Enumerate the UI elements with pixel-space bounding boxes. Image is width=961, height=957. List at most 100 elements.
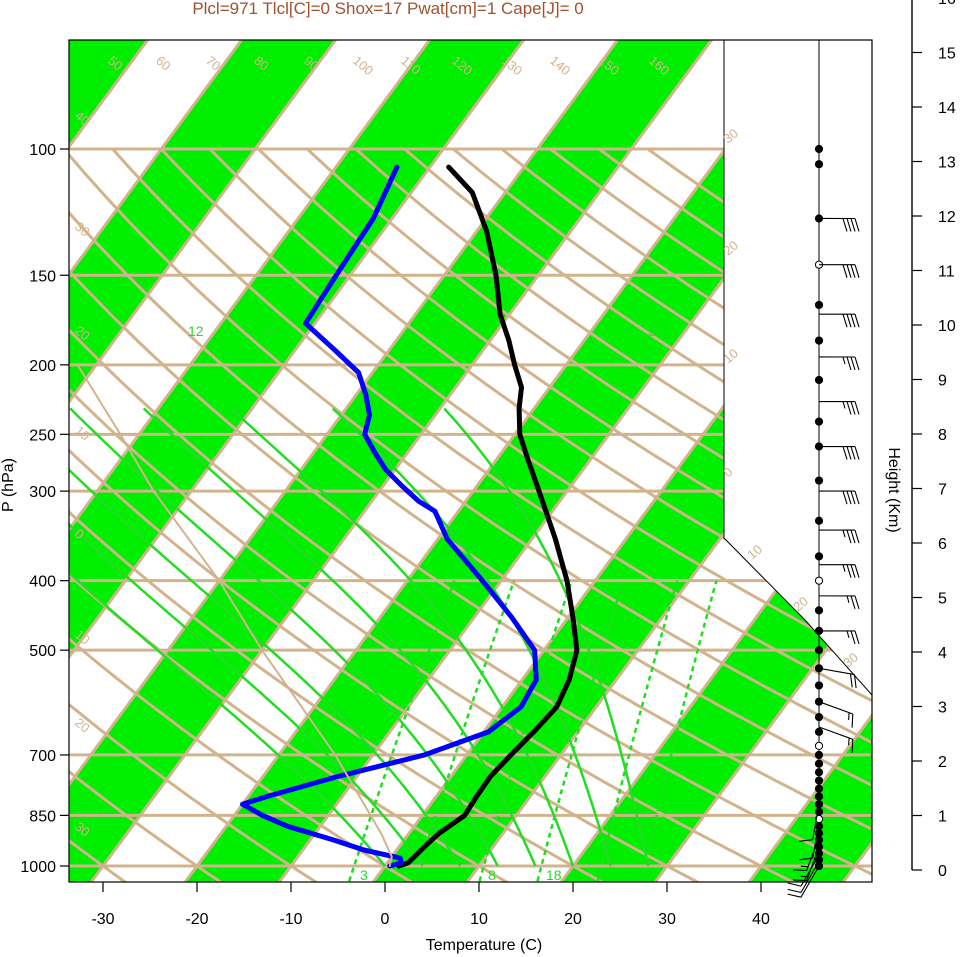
isotherm-lines [69, 40, 872, 882]
sounding-traces [76, 164, 580, 869]
wind-level-dot [814, 476, 824, 485]
dry-adiabat [69, 152, 872, 745]
moist-adiabat [69, 468, 462, 867]
isotherm [69, 40, 337, 405]
isotherm [69, 40, 243, 277]
wind-barb [818, 564, 860, 578]
wind-level-dot [814, 727, 824, 736]
mixing-ratio-line [640, 580, 718, 882]
mask-edge [723, 40, 872, 696]
mixing-ratio-line [414, 580, 516, 882]
dry-adiabat [69, 702, 319, 882]
wind-barb [818, 667, 857, 689]
dry-adiabat [208, 147, 872, 622]
dry-adiabat [69, 268, 872, 831]
wind-level-dot [814, 375, 824, 385]
y-tick-label: 500 [29, 643, 56, 660]
mixing-ratio-label: 3 [360, 867, 368, 883]
y-tick-label: 700 [29, 748, 56, 765]
wind-level-dot [814, 160, 824, 169]
dry-adiabat [69, 510, 606, 882]
y-axis-title: P (hPa) [0, 458, 17, 512]
temperature-band [69, 40, 712, 882]
x-tick-label: -30 [91, 911, 114, 928]
wind-barb [818, 356, 860, 371]
dry-adiabat [69, 572, 510, 882]
isotherm [184, 40, 807, 882]
wind-level-dot [814, 552, 824, 561]
isotherm [90, 40, 713, 882]
upper-right-mask [723, 40, 872, 696]
wind-barb [818, 529, 860, 544]
height-tick-label: 5 [938, 591, 947, 608]
x-tick-label: 20 [564, 911, 582, 928]
wind-barb [799, 804, 820, 842]
dry-adiabat [69, 448, 701, 882]
x-tick-label: -10 [279, 911, 302, 928]
dry-adiabat [306, 147, 872, 545]
moist-adiabat-label: 16 [260, 323, 276, 339]
height-tick-label: 11 [938, 264, 955, 281]
moist-adiabat [69, 407, 499, 867]
wind-barb [818, 400, 860, 415]
wind-barb [818, 217, 860, 232]
x-tick-label: 30 [658, 911, 676, 928]
dewpoint-line [240, 164, 539, 869]
plot-area: 50 60 70 80 90 100 110 120 130 140 150 160403020100… [69, 40, 872, 883]
wind-level-dot [814, 713, 824, 722]
height-tick-label: 10 [938, 318, 956, 335]
y-tick-label: 200 [29, 358, 56, 375]
wind-barb [818, 726, 854, 753]
y-tick-label: 300 [29, 484, 56, 501]
moist-adiabat-lines [69, 407, 650, 867]
wind-level-dot [814, 417, 824, 426]
dry-adiabat [111, 147, 872, 703]
wind-barb [787, 861, 820, 894]
moist-adiabat [331, 407, 612, 867]
height-tick-label: 2 [938, 754, 947, 771]
temperature-line [396, 164, 580, 869]
height-tick-label: 13 [938, 155, 956, 172]
wind-barb [799, 822, 820, 861]
mixing-ratio-line [536, 580, 625, 882]
height-tick-label: 3 [938, 700, 947, 717]
moist-adiabat [69, 571, 386, 867]
height-tick-label: 12 [938, 209, 956, 226]
wind-level-dot [814, 768, 824, 777]
wind-level-dot [814, 784, 824, 793]
wind-level-dot [814, 516, 824, 525]
wind-level-dot [814, 300, 824, 310]
dry-adiabat [69, 327, 872, 876]
wind-level-dot [814, 750, 824, 760]
plot-frame [68, 39, 873, 883]
x-tick-label: -20 [185, 911, 208, 928]
wind-level-dot [814, 759, 824, 768]
parcel-line [76, 363, 393, 867]
wind-level-dot [814, 646, 824, 655]
wind-level-dot [814, 776, 824, 785]
height-tick-label: 16 [938, 0, 956, 8]
isotherm [69, 40, 431, 532]
wind-barb [793, 836, 820, 872]
x-tick-label: 10 [470, 911, 488, 928]
chart-title: Plcl=971 Tlcl[C]=0 Shox=17 Pwat[cm]=1 Ca… [192, 0, 583, 18]
wind-level-dot [814, 807, 824, 816]
moist-adiabat [69, 522, 424, 867]
moist-adiabat-label: 32 [648, 323, 664, 339]
height-axis-title: Height (Km) [885, 447, 902, 532]
isotherm [372, 202, 872, 882]
dry-adiabat [69, 636, 415, 882]
isotherm [69, 40, 525, 660]
dry-adiabat [69, 769, 224, 882]
isotherm [69, 40, 619, 788]
mixing-ratio-line [596, 580, 679, 882]
y-tick-label: 400 [29, 574, 56, 591]
dry-adiabat-lines [69, 147, 872, 882]
temperature-axis: -30 -20 -10 0 10 20 30 40 [91, 882, 770, 928]
mixing-ratio-label: 8 [488, 867, 496, 883]
wind-level-dot [814, 576, 824, 585]
y-tick-label: 100 [29, 142, 56, 159]
moist-adiabat [230, 407, 575, 867]
wind-barb [818, 490, 860, 505]
